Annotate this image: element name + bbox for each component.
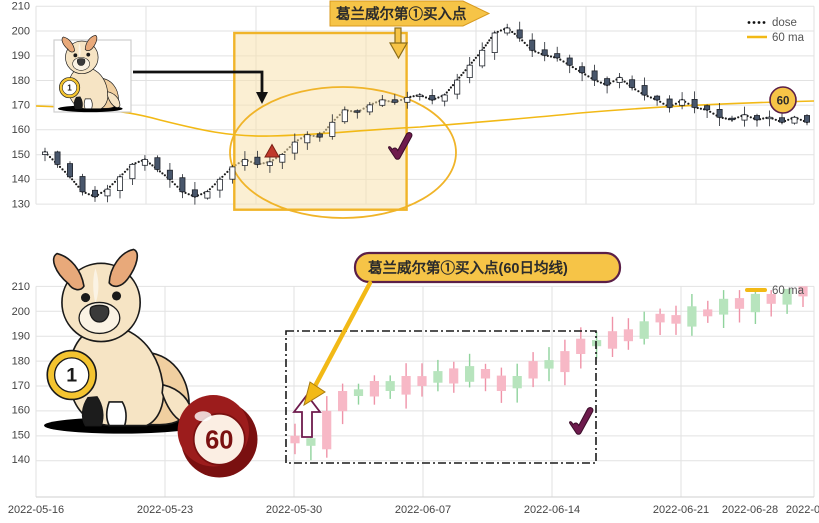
svg-text:2022-05-30: 2022-05-30 — [266, 504, 322, 516]
svg-text:180: 180 — [12, 75, 30, 87]
svg-text:140: 140 — [12, 454, 30, 466]
svg-text:2022-05-16: 2022-05-16 — [8, 504, 64, 516]
svg-text:60 ma: 60 ma — [772, 285, 805, 297]
svg-text:200: 200 — [12, 306, 30, 318]
svg-text:葛兰威尔第①买入点(60日均线): 葛兰威尔第①买入点(60日均线) — [367, 259, 568, 277]
svg-text:2022-06-14: 2022-06-14 — [524, 504, 580, 516]
svg-text:2022-05-23: 2022-05-23 — [137, 504, 193, 516]
svg-text:2022-06-28: 2022-06-28 — [722, 504, 778, 516]
svg-text:200: 200 — [12, 25, 30, 37]
svg-text:150: 150 — [12, 430, 30, 442]
svg-text:140: 140 — [12, 174, 30, 186]
svg-text:170: 170 — [12, 380, 30, 392]
svg-text:210: 210 — [12, 1, 30, 13]
svg-text:dose: dose — [772, 17, 797, 29]
svg-text:160: 160 — [12, 124, 30, 136]
svg-text:2022-06-07: 2022-06-07 — [395, 504, 451, 516]
svg-text:160: 160 — [12, 405, 30, 417]
svg-text:60: 60 — [777, 96, 790, 108]
svg-text:60 ma: 60 ma — [772, 32, 805, 44]
svg-text:2022-07-05: 2022-07-05 — [786, 504, 819, 516]
svg-text:2022-06-21: 2022-06-21 — [653, 504, 709, 516]
svg-text:180: 180 — [12, 355, 30, 367]
svg-text:130: 130 — [12, 198, 30, 210]
svg-text:190: 190 — [12, 331, 30, 343]
svg-text:210: 210 — [12, 281, 30, 293]
svg-text:60: 60 — [205, 427, 233, 455]
svg-text:150: 150 — [12, 149, 30, 161]
svg-text:190: 190 — [12, 50, 30, 62]
svg-text:葛兰威尔第①买入点: 葛兰威尔第①买入点 — [335, 5, 467, 23]
svg-text:170: 170 — [12, 99, 30, 111]
